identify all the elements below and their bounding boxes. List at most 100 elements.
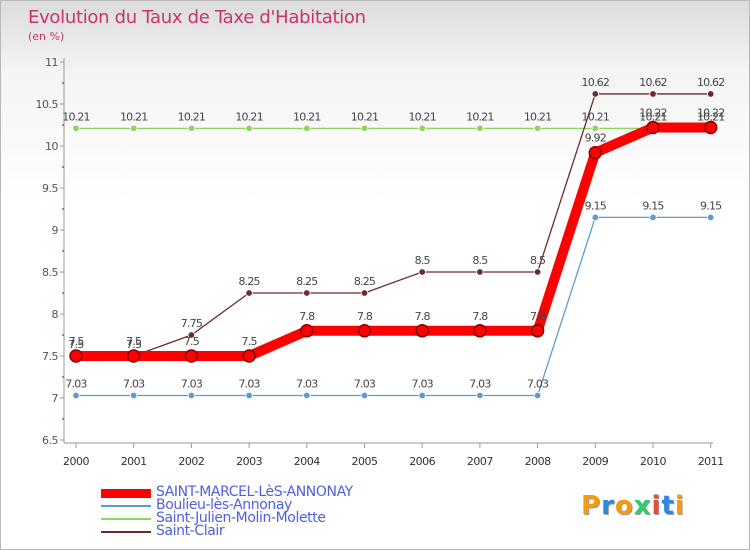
data-point <box>418 124 426 133</box>
data-point <box>129 124 138 133</box>
data-point <box>707 213 715 222</box>
data-label: 8.5 <box>415 254 431 267</box>
x-tick-label: 2004 <box>294 455 320 468</box>
legend-label: Saint-Clair <box>156 523 225 539</box>
logo-letter: i <box>674 491 685 521</box>
data-label: 7.5 <box>126 338 142 351</box>
data-point <box>129 391 138 400</box>
series-line <box>76 216 711 397</box>
unit-label: (en %) <box>28 30 65 43</box>
data-label: 7.03 <box>354 377 376 390</box>
data-label: 10.21 <box>62 110 90 123</box>
data-label: 7.03 <box>65 377 87 390</box>
data-label: 8.25 <box>296 275 318 288</box>
data-point <box>533 124 542 133</box>
data-point <box>184 349 199 363</box>
data-label: 10.21 <box>351 110 379 123</box>
data-label: 7.03 <box>181 377 203 390</box>
x-tick-label: 2003 <box>236 455 262 468</box>
x-tick-label: 2001 <box>121 455 147 468</box>
y-tick-label: 10 <box>45 140 58 153</box>
data-point <box>303 124 311 133</box>
data-label: 9.92 <box>585 132 606 145</box>
data-point <box>187 124 196 133</box>
data-point <box>245 289 253 297</box>
legend-swatch <box>101 489 151 498</box>
y-tick-label: 7 <box>52 392 59 405</box>
data-point <box>360 391 369 400</box>
data-point <box>591 90 599 98</box>
x-tick-label: 2005 <box>352 455 378 468</box>
data-label: 7.03 <box>469 377 491 390</box>
data-label: 9.15 <box>700 199 722 212</box>
x-tick-label: 2011 <box>698 455 724 468</box>
x-tick-label: 2002 <box>178 455 204 468</box>
x-tick-label: 2009 <box>582 455 608 468</box>
data-point <box>473 324 487 338</box>
data-label: 8.5 <box>472 254 488 267</box>
data-label: 7.8 <box>357 310 373 323</box>
data-label: 8.5 <box>530 254 546 267</box>
data-point <box>476 124 484 133</box>
data-label: 7.5 <box>184 335 200 348</box>
y-tick-label: 8.5 <box>42 266 58 279</box>
data-label: 7.03 <box>412 377 434 390</box>
data-point <box>72 124 80 133</box>
logo-letter: r <box>601 491 615 521</box>
data-label: 10.62 <box>582 76 610 89</box>
chart-title: Evolution du Taux de Taxe d'Habitation <box>28 7 366 28</box>
data-label: 9.15 <box>585 199 607 212</box>
data-label: 8.25 <box>238 275 260 288</box>
data-label: 10.21 <box>466 110 494 123</box>
data-label: 10.21 <box>178 110 206 123</box>
logo-letter: o <box>614 491 634 521</box>
data-point <box>703 120 718 135</box>
data-label: 7.5 <box>126 335 142 348</box>
data-label: 7.8 <box>415 310 431 323</box>
data-label: 7.03 <box>123 377 145 390</box>
data-point <box>303 391 311 400</box>
data-label: 7.8 <box>299 310 315 323</box>
data-point <box>245 391 253 400</box>
data-point <box>418 391 426 400</box>
data-point <box>69 349 83 363</box>
data-point <box>126 349 141 363</box>
data-label: 7.8 <box>530 310 546 323</box>
x-tick-label: 2008 <box>525 455 551 468</box>
data-point <box>72 391 80 400</box>
data-label: 7.5 <box>68 335 84 348</box>
legend-label: SAINT-MARCEL-LèS-ANNONAY <box>156 484 353 500</box>
data-point <box>591 213 599 222</box>
data-label: 10.21 <box>582 110 610 123</box>
legend-swatch <box>101 518 151 520</box>
data-label: 7.8 <box>472 310 488 323</box>
data-label: 10.62 <box>697 76 725 89</box>
data-label: 8.25 <box>354 275 376 288</box>
data-point <box>357 324 372 338</box>
data-label: 7.03 <box>527 377 549 390</box>
logo-letter: t <box>661 491 675 521</box>
data-point <box>476 391 484 400</box>
data-point <box>187 331 196 339</box>
data-label: 7.5 <box>242 335 258 348</box>
data-point <box>245 124 253 133</box>
data-label: 10.22 <box>639 107 667 120</box>
data-point <box>476 268 484 276</box>
data-label: 10.21 <box>408 110 436 123</box>
data-point <box>646 120 660 135</box>
y-tick-label: 6.5 <box>42 434 58 447</box>
series-line <box>76 93 711 357</box>
data-point <box>649 90 657 98</box>
data-label: 10.21 <box>524 110 552 123</box>
data-label: 10.21 <box>697 110 725 123</box>
logo-letter: x <box>633 491 652 521</box>
y-tick-label: 7.5 <box>42 350 58 363</box>
y-tick-label: 11 <box>45 56 58 69</box>
data-point <box>649 213 657 222</box>
x-tick-label: 2006 <box>409 455 435 468</box>
data-point <box>530 324 545 338</box>
data-label: 7.03 <box>296 377 318 390</box>
data-label: 10.21 <box>293 110 321 123</box>
